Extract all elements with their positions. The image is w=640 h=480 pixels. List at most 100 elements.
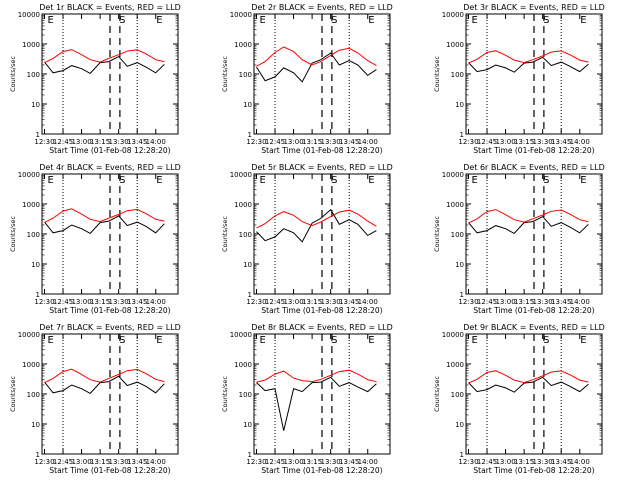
- x-tick-label: 13:00: [283, 458, 303, 466]
- x-tick-label: 13:15: [514, 458, 534, 466]
- event-marker-letter: S: [331, 175, 337, 186]
- events-series-line: [44, 375, 165, 395]
- x-tick-label: 14:00: [570, 298, 590, 306]
- x-tick-label: 13:00: [283, 138, 303, 146]
- x-tick-label: 12:45: [265, 298, 285, 306]
- x-tick-label: 12:45: [477, 458, 497, 466]
- y-tick-label: 10: [455, 261, 464, 269]
- y-tick-label: 1: [460, 131, 464, 139]
- event-marker-letter: S: [543, 335, 549, 346]
- x-tick-label: 14:00: [146, 458, 166, 466]
- x-tick-label: 12:30: [34, 458, 54, 466]
- y-axis-label: Counts/sec: [433, 216, 441, 252]
- x-tick-label: 13:15: [302, 298, 322, 306]
- x-tick-label: 13:15: [302, 138, 322, 146]
- x-tick-label: 13:45: [127, 458, 147, 466]
- panel-title: Det 9r BLACK = Events, RED = LLD: [463, 323, 605, 332]
- x-tick-label: 13:45: [551, 298, 571, 306]
- x-tick-label: 12:45: [53, 458, 73, 466]
- y-tick-label: 10000: [18, 171, 40, 179]
- x-tick-label: 13:00: [283, 298, 303, 306]
- x-axis-label: Start Time (01-Feb-08 12:28:20): [473, 466, 594, 475]
- event-marker-letter: E: [580, 175, 586, 186]
- x-tick-label: 14:00: [146, 138, 166, 146]
- panel-title: Det 7r BLACK = Events, RED = LLD: [39, 323, 181, 332]
- x-tick-label: 13:30: [321, 298, 341, 306]
- y-tick-label: 10: [243, 421, 252, 429]
- x-tick-label: 13:30: [109, 458, 129, 466]
- event-marker-letter: E: [259, 335, 265, 346]
- x-tick-label: 13:15: [302, 458, 322, 466]
- x-tick-label: 13:45: [127, 298, 147, 306]
- events-series-line: [44, 215, 165, 235]
- panel-title: Det 1r BLACK = Events, RED = LLD: [39, 3, 181, 12]
- x-tick-label: 13:45: [551, 138, 571, 146]
- x-tick-label: 12:30: [34, 138, 54, 146]
- x-tick-label: 14:00: [146, 298, 166, 306]
- panel-title: Det 4r BLACK = Events, RED = LLD: [39, 163, 181, 172]
- event-marker-letter: S: [119, 335, 125, 346]
- y-tick-label: 1: [460, 291, 464, 299]
- x-tick-label: 13:30: [109, 138, 129, 146]
- y-tick-label: 10000: [230, 331, 252, 339]
- y-axis-label: Counts/sec: [221, 56, 229, 92]
- y-tick-label: 1: [248, 291, 252, 299]
- y-tick-label: 10000: [18, 11, 40, 19]
- y-axis-label: Counts/sec: [221, 216, 229, 252]
- y-tick-label: 100: [27, 391, 40, 399]
- y-tick-label: 10: [31, 101, 40, 109]
- x-axis-label: Start Time (01-Feb-08 12:28:20): [473, 146, 594, 155]
- y-tick-label: 100: [239, 71, 252, 79]
- x-tick-label: 13:00: [495, 458, 515, 466]
- y-tick-label: 10000: [230, 171, 252, 179]
- y-tick-label: 100: [27, 71, 40, 79]
- y-tick-label: 10000: [442, 331, 464, 339]
- event-marker-letter: S: [331, 15, 337, 26]
- y-tick-label: 1: [36, 291, 40, 299]
- x-tick-label: 14:00: [358, 138, 378, 146]
- event-marker-letter: E: [156, 335, 162, 346]
- y-tick-label: 1000: [22, 41, 40, 49]
- detector-panel-9: Det 9r BLACK = Events, RED = LLD 1 10 100 10…: [433, 323, 605, 475]
- y-tick-label: 10: [31, 261, 40, 269]
- y-tick-label: 10000: [18, 331, 40, 339]
- x-axis-label: Start Time (01-Feb-08 12:28:20): [49, 146, 170, 155]
- x-tick-label: 12:45: [265, 138, 285, 146]
- lld-series-line: [44, 208, 165, 224]
- y-tick-label: 10: [243, 261, 252, 269]
- y-axis-label: Counts/sec: [9, 216, 17, 252]
- x-tick-label: 12:45: [53, 298, 73, 306]
- y-tick-label: 1000: [22, 201, 40, 209]
- y-tick-label: 1: [248, 131, 252, 139]
- y-tick-label: 1000: [234, 361, 252, 369]
- x-tick-label: 13:15: [90, 298, 110, 306]
- event-marker-letter: E: [471, 15, 477, 26]
- y-tick-label: 10000: [442, 11, 464, 19]
- detector-panel-7: Det 7r BLACK = Events, RED = LLD 1 10 100 10…: [9, 323, 181, 475]
- x-tick-label: 13:30: [321, 138, 341, 146]
- y-axis-label: Counts/sec: [221, 376, 229, 412]
- x-tick-label: 12:30: [458, 298, 478, 306]
- x-tick-label: 12:45: [477, 298, 497, 306]
- y-tick-label: 10000: [230, 11, 252, 19]
- x-tick-label: 12:30: [458, 138, 478, 146]
- lld-series-line: [256, 209, 377, 229]
- events-series-line: [256, 208, 377, 243]
- x-tick-label: 13:45: [339, 458, 359, 466]
- panel-title: Det 2r BLACK = Events, RED = LLD: [251, 3, 393, 12]
- detector-panel-5: Det 5r BLACK = Events, RED = LLD 1 10 100 10…: [221, 163, 393, 315]
- x-tick-label: 13:45: [339, 298, 359, 306]
- events-series-line: [468, 215, 589, 235]
- detector-panel-2: Det 2r BLACK = Events, RED = LLD 1 10 100 10…: [221, 3, 393, 155]
- lld-series-line: [44, 368, 165, 384]
- event-marker-letter: E: [368, 335, 374, 346]
- y-tick-label: 1: [460, 451, 464, 459]
- panel-title: Det 5r BLACK = Events, RED = LLD: [251, 163, 393, 172]
- event-marker-letter: E: [259, 175, 265, 186]
- lld-series-line: [256, 46, 377, 67]
- y-tick-label: 1000: [446, 361, 464, 369]
- events-series-line: [468, 376, 589, 393]
- event-marker-letter: E: [471, 175, 477, 186]
- y-tick-label: 10000: [442, 171, 464, 179]
- event-marker-letter: E: [259, 15, 265, 26]
